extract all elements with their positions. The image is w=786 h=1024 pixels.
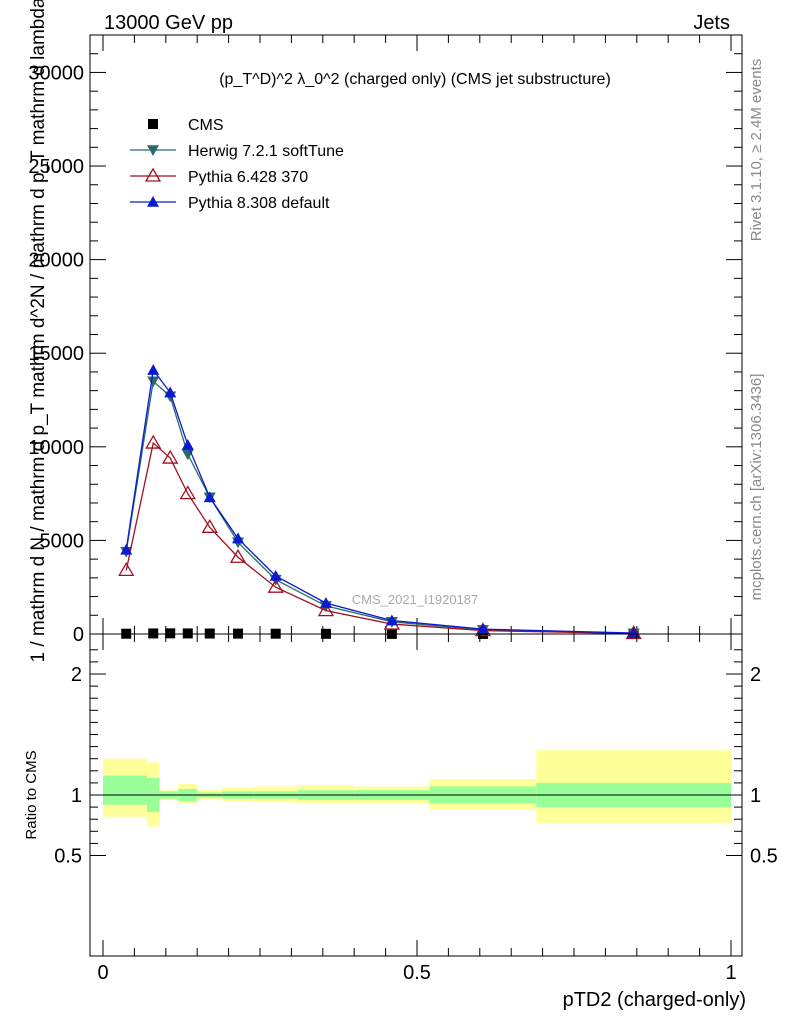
legend-marker bbox=[144, 167, 162, 182]
ratio-y-tick-label: 0.5 bbox=[54, 846, 82, 868]
x-tick-label: 1 bbox=[725, 962, 736, 984]
legend: CMS Herwig 7.2.1 softTune Pythia 6.428 370… bbox=[130, 117, 344, 212]
ratio-band-inner bbox=[103, 775, 147, 805]
data-point bbox=[147, 376, 160, 388]
data-point bbox=[203, 491, 216, 503]
y-tick-label: 5000 bbox=[40, 530, 85, 552]
header-right: Jets bbox=[693, 12, 730, 34]
ratio-y-tick-label: 1 bbox=[71, 785, 82, 807]
x-axis-label: pTD2 (charged-only) bbox=[563, 989, 746, 1011]
data-point bbox=[319, 597, 332, 608]
ratio-panel: 0 0.5 1 0.5 0.5 1 1 2 2 bbox=[54, 633, 778, 984]
mcplots-label: mcplots.cern.ch [arXiv:1306.3436] bbox=[748, 374, 765, 601]
data-point bbox=[162, 449, 179, 464]
data-point bbox=[181, 438, 194, 450]
data-point bbox=[145, 434, 162, 449]
legend-marker bbox=[148, 119, 158, 129]
data-point bbox=[476, 623, 489, 634]
legend-label: Herwig 7.2.1 softTune bbox=[188, 143, 344, 160]
data-point bbox=[201, 519, 218, 533]
ratio-y-label: Ratio to CMS bbox=[23, 750, 40, 839]
data-point bbox=[147, 364, 160, 375]
data-point bbox=[165, 628, 176, 639]
data-point bbox=[269, 569, 282, 581]
data-point bbox=[182, 628, 193, 639]
chart-title: (p_T^D)^2 λ_0^2 (charged only) (CMS jet … bbox=[219, 71, 611, 88]
main-panel: 0 5000 10000 15000 20000 25000 30000 bbox=[28, 34, 743, 646]
x-tick-label: 0 bbox=[97, 962, 108, 984]
y-tick-label: 20000 bbox=[28, 250, 84, 272]
data-point bbox=[148, 628, 159, 639]
data-point bbox=[232, 532, 245, 544]
legend-label: CMS bbox=[188, 117, 224, 134]
rivet-label: Rivet 3.1.10, ≥ 2.4M events bbox=[748, 59, 765, 242]
ratio-y-tick-label: 2 bbox=[750, 664, 761, 686]
data-point bbox=[267, 578, 284, 593]
y-tick-label: 10000 bbox=[28, 437, 84, 459]
x-tick-label: 0.5 bbox=[403, 962, 431, 984]
y-tick-label: 30000 bbox=[28, 62, 84, 84]
data-point bbox=[164, 386, 177, 398]
y-tick-label: 25000 bbox=[28, 156, 84, 178]
watermark: CMS_2021_I1920187 bbox=[352, 592, 479, 607]
y-tick-label: 15000 bbox=[28, 343, 84, 365]
ratio-y-tick-label: 0.5 bbox=[750, 846, 778, 868]
data-point bbox=[120, 543, 133, 555]
y-tick-label: 0 bbox=[73, 624, 84, 646]
data-point bbox=[179, 485, 196, 500]
y-axis-label: 1 / mathrm d N / mathrm d p_T mathrm d^2… bbox=[28, 0, 49, 662]
data-point bbox=[317, 602, 335, 617]
ratio-y-tick-label: 2 bbox=[71, 664, 82, 686]
legend-marker bbox=[147, 196, 159, 207]
series-3 bbox=[120, 364, 640, 638]
data-point bbox=[385, 614, 398, 626]
legend-label: Pythia 6.428 370 bbox=[188, 169, 308, 186]
legend-label: Pythia 8.308 default bbox=[188, 195, 330, 212]
data-point bbox=[229, 548, 247, 563]
series-line bbox=[125, 441, 634, 635]
ratio-y-tick-label: 1 bbox=[750, 785, 761, 807]
legend-marker bbox=[147, 145, 159, 156]
data-point bbox=[118, 562, 135, 577]
header-left: 13000 GeV pp bbox=[104, 12, 233, 34]
